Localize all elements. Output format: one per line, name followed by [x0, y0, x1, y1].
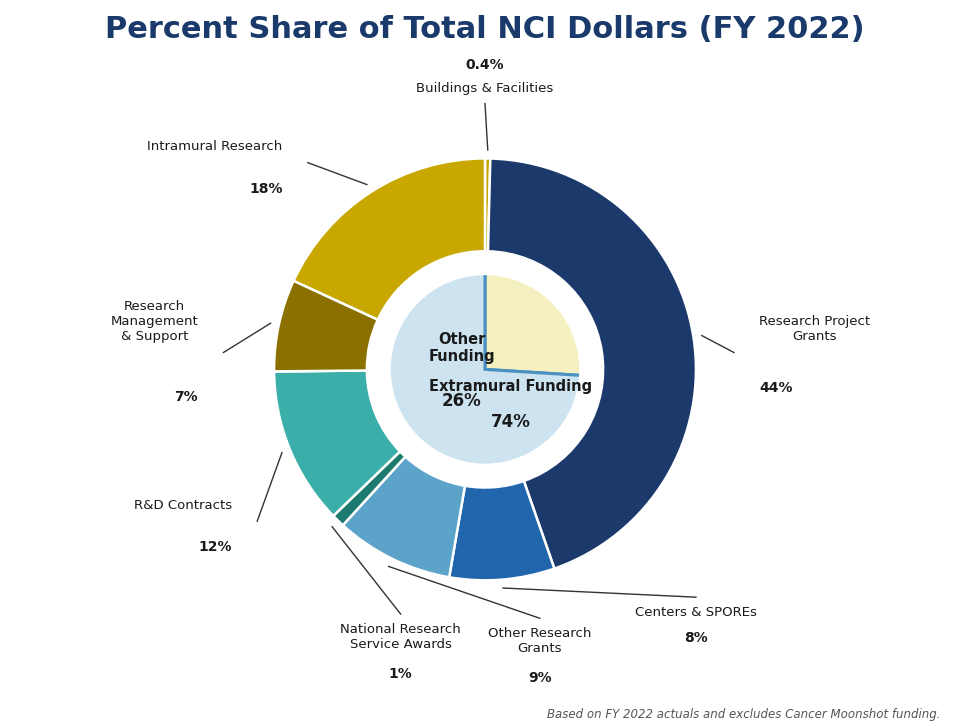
Text: Research
Management
& Support: Research Management & Support	[110, 300, 198, 343]
Text: 7%: 7%	[174, 390, 198, 405]
Text: Research Project
Grants: Research Project Grants	[759, 315, 869, 343]
Wedge shape	[484, 272, 581, 376]
Text: 0.4%: 0.4%	[465, 58, 504, 72]
Wedge shape	[274, 281, 377, 371]
Text: Extramural Funding: Extramural Funding	[428, 379, 591, 394]
Wedge shape	[294, 159, 484, 320]
Text: Intramural Research: Intramural Research	[147, 141, 282, 153]
Text: R&D Contracts: R&D Contracts	[134, 499, 232, 512]
Text: Percent Share of Total NCI Dollars (FY 2022): Percent Share of Total NCI Dollars (FY 2…	[105, 15, 864, 44]
Text: Based on FY 2022 actuals and excludes Cancer Moonshot funding.: Based on FY 2022 actuals and excludes Ca…	[547, 708, 940, 721]
Text: 74%: 74%	[490, 413, 530, 431]
Text: 12%: 12%	[199, 540, 232, 554]
Wedge shape	[274, 281, 377, 371]
Text: 1%: 1%	[389, 667, 412, 681]
Wedge shape	[342, 456, 464, 577]
Text: Other Research
Grants: Other Research Grants	[487, 627, 591, 654]
Text: 8%: 8%	[683, 631, 707, 645]
Wedge shape	[487, 159, 695, 569]
Text: Centers & SPOREs: Centers & SPOREs	[635, 606, 756, 619]
Text: Other
Funding: Other Funding	[428, 332, 494, 365]
Wedge shape	[388, 272, 581, 467]
Wedge shape	[449, 481, 553, 580]
Text: 26%: 26%	[442, 392, 482, 410]
Text: 18%: 18%	[249, 182, 282, 196]
Wedge shape	[484, 159, 489, 251]
Wedge shape	[274, 371, 399, 516]
Text: 44%: 44%	[759, 381, 792, 395]
Text: Buildings & Facilities: Buildings & Facilities	[416, 82, 553, 95]
Text: National Research
Service Awards: National Research Service Awards	[340, 622, 460, 651]
Wedge shape	[333, 451, 405, 525]
Text: 9%: 9%	[527, 671, 551, 685]
